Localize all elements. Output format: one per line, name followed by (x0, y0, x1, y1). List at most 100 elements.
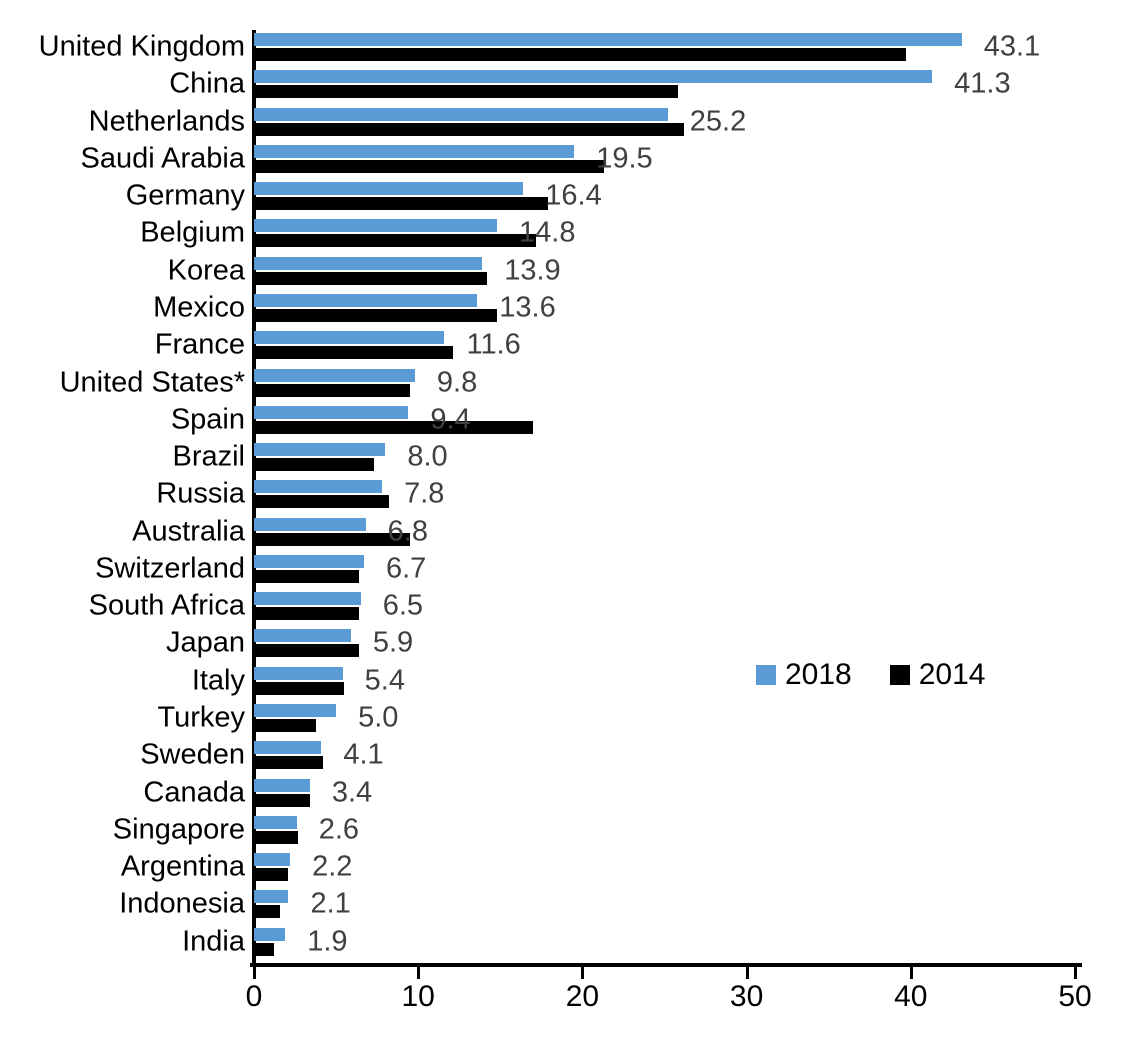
x-tick-label: 50 (1058, 980, 1092, 1013)
value-label-2018: 19.5 (596, 142, 653, 175)
value-label-2018: 6.7 (386, 552, 427, 585)
bar-2018-japan (254, 629, 351, 643)
x-tick-label: 20 (565, 980, 600, 1013)
category-label: Australia (132, 515, 245, 548)
value-label-2018: 14.8 (519, 216, 576, 249)
bar-2018-indonesia (254, 890, 289, 904)
x-tick-label: 0 (245, 980, 263, 1013)
value-label-2018: 2.2 (312, 850, 353, 883)
value-label-2018: 9.8 (436, 366, 478, 399)
legend-item-2014: 2014 (889, 658, 986, 691)
category-label: Sweden (140, 738, 245, 771)
category-label: Italy (191, 664, 245, 697)
category-label: Saudi Arabia (80, 142, 245, 175)
bar-2018-india (254, 927, 286, 941)
bar-2018-sweden (254, 741, 322, 755)
x-tick (581, 967, 585, 979)
category-label: United Kingdom (38, 30, 245, 63)
x-tick-label: 40 (894, 980, 928, 1013)
bar-2014-turkey (254, 719, 317, 733)
category-label: Spain (170, 403, 245, 436)
value-label-2018: 43.1 (983, 30, 1041, 63)
x-tick (417, 967, 421, 979)
value-label-2018: 8.0 (407, 440, 448, 473)
value-label-2018: 2.6 (318, 813, 360, 846)
x-tick-label: 30 (729, 980, 764, 1013)
x-axis-line (250, 963, 1082, 967)
category-label: Singapore (112, 813, 245, 846)
category-label: United States* (59, 366, 245, 399)
category-label: Mexico (153, 291, 245, 324)
bar-2014-argentina (254, 868, 289, 882)
bar-2014-sweden (254, 756, 323, 770)
bar-2018-argentina (254, 853, 291, 867)
category-label: Indonesia (119, 887, 245, 920)
bar-2018-saudi-arabia (254, 144, 575, 158)
bar-2018-italy (254, 666, 343, 680)
value-label-2018: 1.9 (307, 925, 348, 958)
category-label: Belgium (140, 216, 245, 249)
x-tick (253, 967, 256, 979)
legend: 2018 2014 (756, 660, 986, 690)
value-label-2018: 13.9 (504, 254, 561, 287)
bar-2018-singapore (254, 815, 297, 829)
value-label-2018: 3.4 (331, 776, 373, 809)
bar-2018-australia (254, 517, 366, 531)
bar-2018-united-kingdom (254, 33, 962, 46)
category-label: Netherlands (88, 105, 245, 138)
bar-2014-singapore (254, 830, 299, 844)
bar-2018-korea (254, 256, 483, 270)
bar-2014-germany (254, 197, 548, 211)
category-label: Switzerland (95, 552, 245, 585)
bar-2018-united-states (254, 368, 415, 382)
bar-2018-france (254, 331, 445, 345)
bar-2014-netherlands (254, 122, 685, 136)
bar-2014-switzerland (254, 569, 360, 583)
category-label: Japan (165, 626, 245, 659)
bar-2014-korea (254, 271, 488, 285)
category-label: India (182, 925, 245, 958)
value-label-2018: 41.3 (954, 67, 1011, 100)
bar-2014-belgium (254, 234, 537, 248)
bar-2018-brazil (254, 443, 386, 457)
bar-2014-russia (254, 495, 389, 509)
value-label-2018: 5.9 (372, 626, 414, 659)
x-tick (1074, 967, 1077, 979)
bar-2018-russia (254, 480, 383, 494)
bar-2014-saudi-arabia (254, 159, 604, 173)
category-label: Korea (167, 254, 245, 287)
bar-2014-china (254, 85, 678, 99)
bar-2014-united-states (254, 383, 410, 397)
bar-2014-india (254, 942, 274, 956)
bar-2014-indonesia (254, 905, 281, 919)
category-label: France (154, 328, 245, 361)
category-label: Germany (125, 179, 245, 212)
legend-label-2014: 2014 (918, 658, 986, 691)
bar-2014-mexico (254, 308, 498, 322)
x-tick (909, 967, 913, 979)
category-label: Brazil (172, 440, 245, 473)
bar-2014-spain (254, 420, 534, 434)
category-label: Russia (156, 477, 245, 510)
value-label-2018: 2.1 (310, 887, 351, 920)
bar-2018-china (254, 70, 933, 84)
value-label-2018: 9.4 (430, 403, 471, 436)
category-label: Canada (143, 776, 245, 809)
value-label-2018: 5.4 (364, 664, 405, 697)
bar-2014-south-africa (254, 607, 360, 621)
value-label-2018: 7.8 (404, 477, 445, 510)
value-label-2018: 13.6 (499, 291, 556, 324)
bar-2014-canada (254, 793, 310, 807)
value-label-2018: 4.1 (343, 738, 384, 771)
bar-2018-canada (254, 778, 310, 792)
bar-2014-italy (254, 681, 345, 695)
legend-swatch-2018 (756, 665, 776, 685)
bar-2014-france (254, 346, 453, 360)
legend-item-2018: 2018 (756, 660, 852, 690)
legend-swatch-2014 (889, 665, 910, 685)
bar-2014-japan (254, 644, 360, 658)
value-label-2018: 11.6 (466, 328, 521, 361)
bar-2014-brazil (254, 458, 374, 472)
category-label: Turkey (157, 701, 245, 734)
